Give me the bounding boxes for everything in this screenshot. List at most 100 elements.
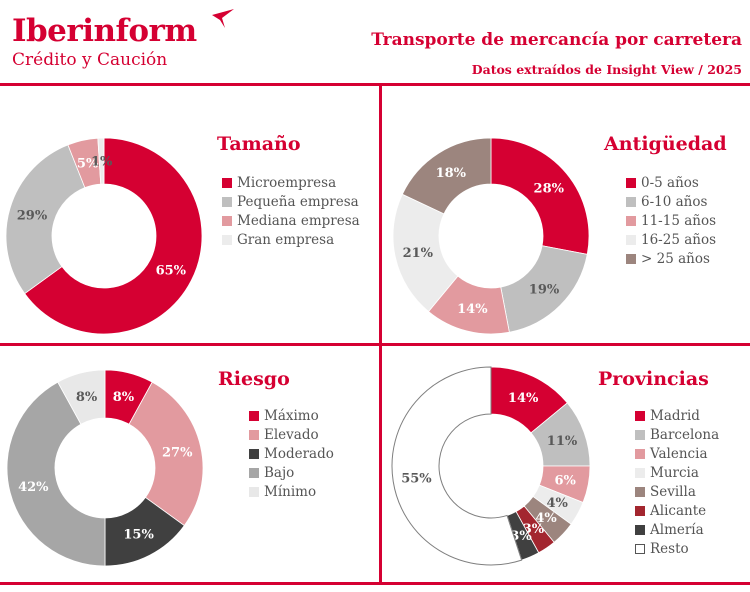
data-label-maximo: 8%: [113, 390, 135, 405]
legend-swatch: [249, 410, 259, 421]
legend-swatch: [249, 486, 259, 497]
data-label-elevado: 27%: [162, 445, 193, 460]
legend-item-valencia: Valencia: [635, 444, 719, 463]
data-label-almeria: 3%: [510, 529, 532, 544]
legend-antiguedad: 0-5 años 6-10 años 11-15 años 16-25 años > 2…: [626, 173, 716, 268]
data-label-valencia: 6%: [554, 474, 576, 489]
legend-riesgo: Máximo Elevado Moderado Bajo Mínimo: [249, 406, 334, 501]
legend-label: 16-25 años: [641, 231, 717, 248]
legend-swatch: [249, 467, 259, 478]
legend-label: Resto: [650, 540, 689, 557]
panel-title-tamano: Tamaño: [217, 133, 301, 155]
legend-label: Murcia: [650, 464, 699, 481]
legend-swatch: [249, 448, 259, 459]
legend-label: Alicante: [650, 502, 707, 519]
divider-middle: [0, 343, 750, 346]
legend-swatch: [635, 505, 645, 516]
legend-label: Elevado: [264, 426, 319, 443]
legend-swatch: [626, 177, 636, 188]
data-label-madrid: 14%: [508, 391, 539, 406]
logo-wordmark: Iberinform: [12, 13, 197, 49]
data-label-pequena-empresa: 29%: [17, 209, 48, 224]
legend-swatch: [626, 196, 636, 207]
legend-item-moderado: Moderado: [249, 444, 334, 463]
slice-gran-empresa: [97, 137, 105, 185]
slice-minimo: [57, 369, 106, 425]
legend-provincias: Madrid Barcelona Valencia Murcia Sevilla Alic…: [635, 406, 719, 558]
data-label-16-25-anos: 21%: [403, 246, 434, 261]
data-label-microempresa: 65%: [156, 264, 187, 279]
legend-item-barcelona: Barcelona: [635, 425, 719, 444]
legend-label: Gran empresa: [237, 231, 335, 248]
panel-title-provincias: Provincias: [598, 368, 709, 390]
data-label-resto: 55%: [401, 471, 432, 486]
legend-label: Sevilla: [650, 483, 696, 500]
slice-resto: [391, 366, 523, 566]
legend-item-almeria: Almería: [635, 520, 719, 539]
legend-swatch: [626, 253, 636, 264]
legend-item-madrid: Madrid: [635, 406, 719, 425]
legend-item-minimo: Mínimo: [249, 482, 334, 501]
legend-swatch: [626, 215, 636, 226]
legend-item-elevado: Elevado: [249, 425, 334, 444]
legend-item-resto: Resto: [635, 539, 719, 558]
data-label-25-anos: 18%: [436, 166, 467, 181]
legend-label: Almería: [650, 521, 704, 538]
legend-label: Valencia: [650, 445, 708, 462]
legend-swatch: [249, 429, 259, 440]
legend-item-maximo: Máximo: [249, 406, 334, 425]
legend-tamano: Microempresa Pequeña empresa Mediana empre…: [222, 173, 360, 249]
data-label-0-5-anos: 28%: [534, 182, 565, 197]
data-label-murcia: 4%: [546, 496, 568, 511]
legend-label: Barcelona: [650, 426, 720, 443]
data-label-barcelona: 11%: [547, 434, 578, 449]
legend-swatch: [635, 429, 645, 440]
report-title: Transporte de mercancía por carretera: [371, 30, 742, 50]
legend-swatch: [222, 234, 232, 245]
legend-item-pequena-empresa: Pequeña empresa: [222, 192, 360, 211]
legend-label: 0-5 años: [641, 174, 699, 191]
legend-label: Mediana empresa: [237, 212, 360, 229]
legend-item-11-15-anos: 11-15 años: [626, 211, 716, 230]
legend-label: Mínimo: [264, 483, 317, 500]
plane-icon: [212, 9, 234, 28]
legend-swatch: [222, 215, 232, 226]
legend-item-microempresa: Microempresa: [222, 173, 360, 192]
slice-elevado: [128, 381, 204, 527]
data-label-minimo: 8%: [76, 390, 98, 405]
panel-title-riesgo: Riesgo: [218, 368, 290, 390]
legend-label: Moderado: [264, 445, 334, 462]
legend-label: 6-10 años: [641, 193, 708, 210]
brand-logo: Iberinform Crédito y Caución: [12, 9, 234, 70]
slice-0-5-anos: [490, 137, 590, 255]
legend-item-murcia: Murcia: [635, 463, 719, 482]
legend-label: Microempresa: [237, 174, 337, 191]
legend-swatch: [635, 524, 645, 535]
legend-label: Pequeña empresa: [237, 193, 359, 210]
legend-item-25-anos: > 25 años: [626, 249, 716, 268]
data-label-moderado: 15%: [123, 527, 154, 542]
legend-label: > 25 años: [641, 250, 710, 267]
slice-bajo: [6, 381, 106, 567]
data-label-bajo: 42%: [18, 480, 49, 495]
legend-swatch: [635, 448, 645, 459]
divider-bottom: [0, 582, 750, 585]
data-label-mediana-empresa: 5%: [77, 156, 99, 171]
legend-swatch: [635, 410, 645, 421]
legend-swatch: [222, 196, 232, 207]
legend-item-6-10-anos: 6-10 años: [626, 192, 716, 211]
legend-item-alicante: Alicante: [635, 501, 719, 520]
data-label-gran-empresa: 1%: [91, 155, 113, 170]
data-label-sevilla: 4%: [535, 511, 557, 526]
legend-item-16-25-anos: 16-25 años: [626, 230, 716, 249]
legend-item-gran-empresa: Gran empresa: [222, 230, 360, 249]
divider-vertical: [379, 83, 382, 585]
legend-swatch: [635, 486, 645, 497]
legend-item-0-5-anos: 0-5 años: [626, 173, 716, 192]
divider-top: [0, 83, 750, 86]
logo-tagline: Crédito y Caución: [12, 50, 168, 70]
slice-pequena-empresa: [5, 144, 86, 295]
